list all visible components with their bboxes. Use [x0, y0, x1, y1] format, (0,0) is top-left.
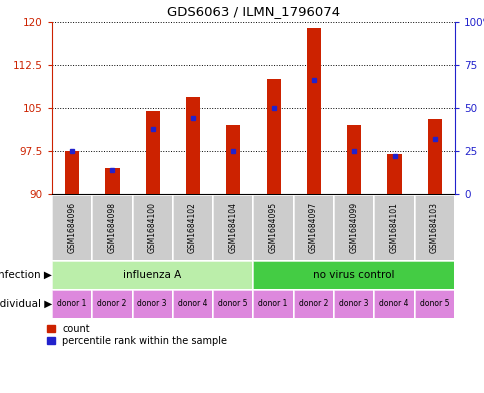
Text: GSM1684099: GSM1684099: [348, 202, 358, 253]
Text: donor 3: donor 3: [338, 299, 368, 309]
Text: GSM1684101: GSM1684101: [389, 202, 398, 253]
Text: donor 1: donor 1: [258, 299, 287, 309]
Text: GSM1684103: GSM1684103: [429, 202, 438, 253]
Text: donor 3: donor 3: [137, 299, 166, 309]
Text: donor 2: donor 2: [97, 299, 126, 309]
Bar: [226, 125, 240, 194]
Text: infection ▶: infection ▶: [0, 270, 52, 280]
Bar: [306, 28, 320, 194]
Text: donor 5: donor 5: [218, 299, 247, 309]
Text: GSM1684098: GSM1684098: [107, 202, 116, 253]
Text: donor 1: donor 1: [57, 299, 86, 309]
Text: no virus control: no virus control: [312, 270, 393, 280]
Bar: [427, 119, 441, 194]
Text: GSM1684097: GSM1684097: [308, 202, 318, 253]
Bar: [65, 151, 79, 194]
Legend: count, percentile rank within the sample: count, percentile rank within the sample: [47, 324, 227, 346]
Title: GDS6063 / ILMN_1796074: GDS6063 / ILMN_1796074: [166, 5, 339, 18]
Text: individual ▶: individual ▶: [0, 299, 52, 309]
Text: GSM1684102: GSM1684102: [188, 202, 197, 253]
Bar: [387, 154, 401, 194]
Text: GSM1684100: GSM1684100: [148, 202, 156, 253]
Text: donor 5: donor 5: [419, 299, 448, 309]
Bar: [266, 79, 280, 194]
Bar: [185, 97, 200, 194]
Text: GSM1684095: GSM1684095: [268, 202, 277, 253]
Bar: [105, 168, 119, 194]
Bar: [347, 125, 361, 194]
Bar: [145, 111, 159, 194]
Text: influenza A: influenza A: [123, 270, 181, 280]
Text: donor 2: donor 2: [298, 299, 328, 309]
Text: GSM1684096: GSM1684096: [67, 202, 76, 253]
Text: donor 4: donor 4: [178, 299, 207, 309]
Text: donor 4: donor 4: [378, 299, 408, 309]
Text: GSM1684104: GSM1684104: [228, 202, 237, 253]
